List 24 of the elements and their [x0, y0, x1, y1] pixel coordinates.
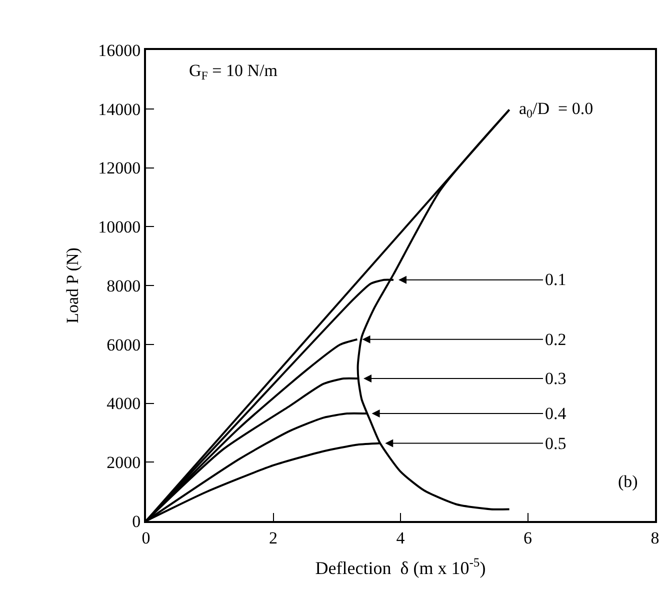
y-tick-label: 12000 — [98, 158, 141, 178]
arrow-label: 0.1 — [393, 270, 566, 289]
y-tick-label: 6000 — [106, 335, 141, 354]
x-tick-label: 4 — [396, 528, 406, 548]
x-axis-title: Deflection δ (m x 10$^{-5}$) — [315, 555, 486, 578]
x-tick-label: 2 — [269, 528, 278, 548]
y-tick-label: 10000 — [98, 218, 141, 237]
x-tick-label: 8 — [650, 528, 660, 548]
y-tick-label: 14000 — [98, 100, 141, 119]
arrow-label: 0.2 — [356, 330, 566, 349]
y-tick-label: 2000 — [106, 453, 141, 472]
annotation: G$_{F}$ = 10 N/m — [189, 61, 278, 83]
y-axis-title: Load P (N) — [63, 248, 82, 324]
series-label: a$_{0}$/D = 0.0 — [519, 99, 594, 121]
text: 0.1 — [545, 270, 566, 289]
arrow-label: 0.5 — [380, 434, 566, 453]
y-tick-label: 16000 — [98, 40, 141, 60]
y-tick-label: 4000 — [106, 394, 141, 414]
annotation: (b) — [618, 472, 638, 491]
arrow-label: 0.3 — [358, 369, 566, 388]
x-tick-label: 6 — [524, 528, 532, 548]
y-tick-label: 0 — [132, 512, 141, 531]
y-tick-label: 8000 — [106, 276, 141, 296]
arrow-label: 0.4 — [366, 404, 566, 423]
